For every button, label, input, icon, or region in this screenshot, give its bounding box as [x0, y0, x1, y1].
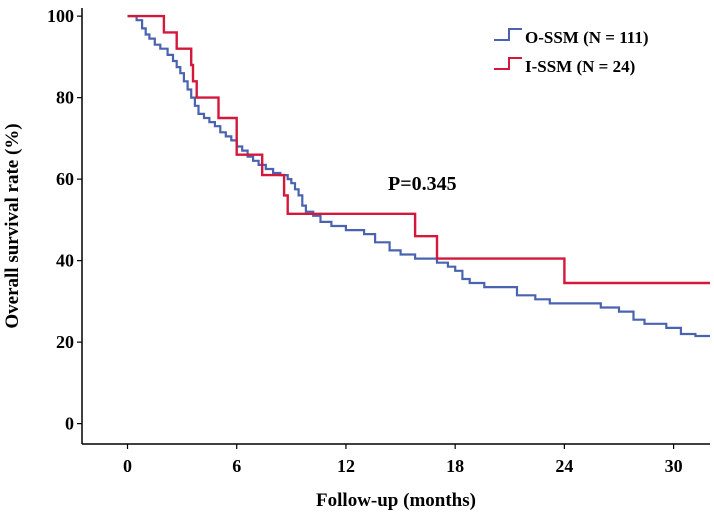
- x-tick-label: 12: [337, 456, 355, 476]
- x-tick-label: 0: [123, 456, 132, 476]
- y-tick-label: 100: [47, 6, 74, 26]
- legend-swatch-i-ssm: [494, 57, 522, 70]
- y-tick-label: 60: [56, 169, 74, 189]
- series-line-i-ssm: [127, 14, 710, 285]
- y-tick-label: 40: [56, 251, 74, 271]
- x-tick-label: 30: [665, 456, 683, 476]
- legend: O-SSM (N = 111) I-SSM (N = 24): [494, 28, 649, 76]
- x-tick-label: 24: [555, 456, 573, 476]
- y-tick-label: 20: [56, 332, 74, 352]
- series-layer: [127, 14, 710, 338]
- legend-label-o-ssm: O-SSM (N = 111): [525, 28, 649, 47]
- legend-swatch-o-ssm: [494, 28, 522, 41]
- x-tick-label: 6: [232, 456, 241, 476]
- series-line-o-ssm: [127, 15, 710, 338]
- y-ticks: 0 20 40 60 80 100: [47, 6, 82, 434]
- x-tick-label: 18: [446, 456, 464, 476]
- y-tick-label: 80: [56, 88, 74, 108]
- p-value-annotation: P=0.345: [388, 173, 457, 195]
- x-ticks: 0 6 12 18 24 30: [123, 444, 683, 476]
- axes: [81, 8, 710, 445]
- y-axis-title: Overall survival rate (%): [2, 123, 23, 328]
- y-tick-label: 0: [65, 414, 74, 434]
- x-axis-title: Follow-up (months): [316, 490, 476, 511]
- legend-label-i-ssm: I-SSM (N = 24): [525, 57, 635, 76]
